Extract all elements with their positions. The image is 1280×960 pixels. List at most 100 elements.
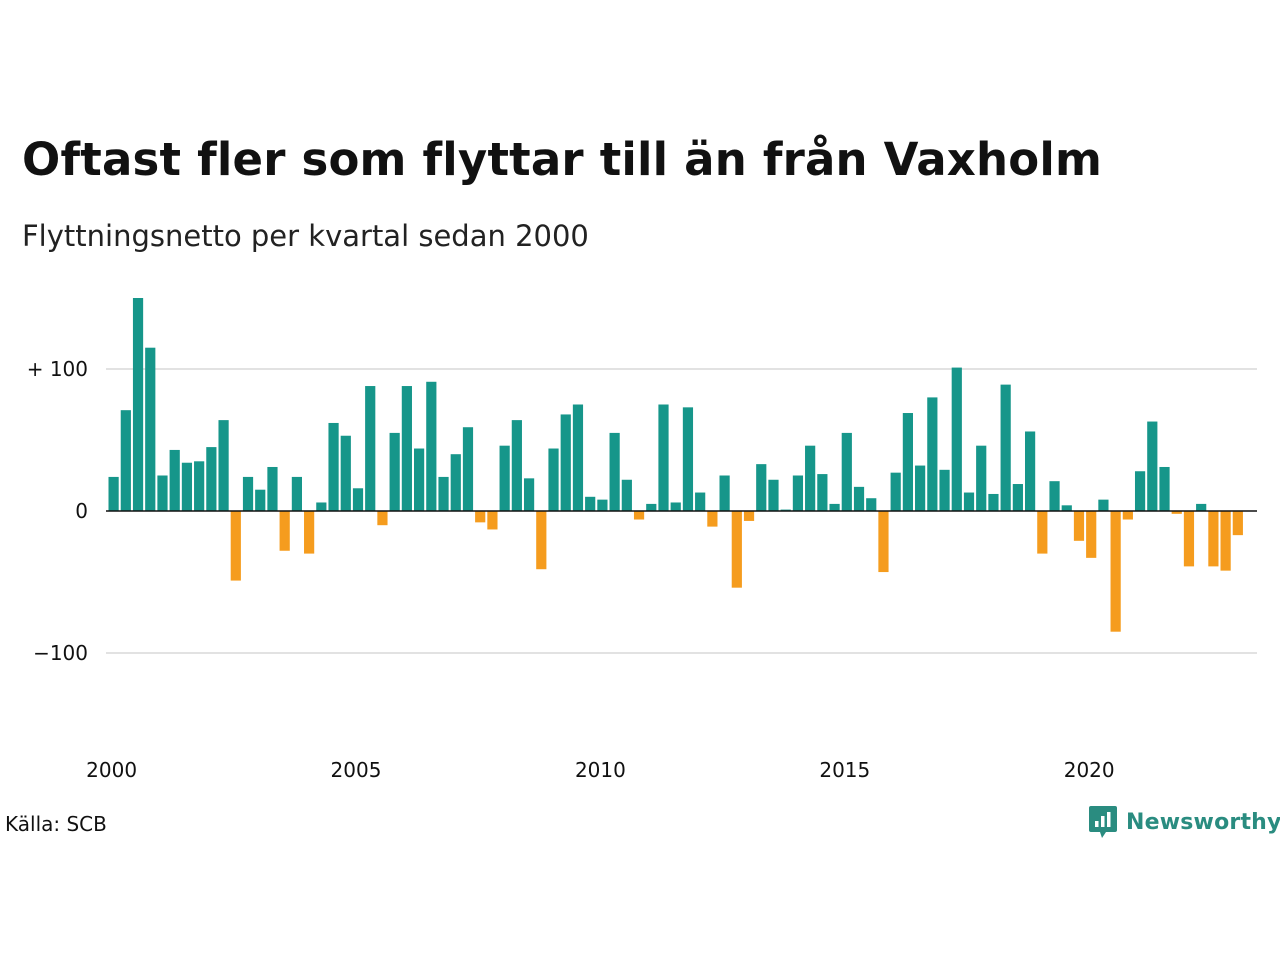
bar <box>743 511 755 521</box>
bar <box>658 404 669 511</box>
bar <box>230 511 241 581</box>
bar <box>157 475 168 511</box>
bar <box>768 479 779 511</box>
bar <box>316 502 327 511</box>
bar <box>633 511 645 520</box>
bar <box>414 448 425 511</box>
bar <box>829 503 840 511</box>
y-tick-label: −100 <box>33 641 88 665</box>
bar <box>401 386 412 511</box>
grid-lines <box>106 368 1257 654</box>
bar <box>1183 511 1195 567</box>
bars <box>108 298 1243 632</box>
bar <box>1073 511 1085 541</box>
bar <box>597 499 608 511</box>
bar <box>878 511 889 573</box>
bar <box>352 488 364 511</box>
bar <box>328 422 339 511</box>
bar <box>304 511 315 554</box>
chart-subtitle: Flyttningsnetto per kvartal sedan 2000 <box>22 219 589 253</box>
bar <box>1220 511 1231 571</box>
bar <box>462 427 474 511</box>
bar <box>915 465 926 511</box>
bar <box>609 432 620 511</box>
source-note: Källa: SCB <box>5 812 107 836</box>
bar <box>511 420 522 511</box>
bar <box>340 435 351 511</box>
bar <box>939 469 950 511</box>
bar <box>1196 503 1207 511</box>
brand-name: Newsworthy <box>1126 809 1280 835</box>
bar <box>242 476 254 511</box>
x-tick-label: 2010 <box>575 758 626 782</box>
bar <box>218 420 229 511</box>
x-axis-labels: 2000 2005 2010 2015 2020 <box>86 758 1115 782</box>
bar <box>120 410 131 511</box>
bar <box>279 511 290 551</box>
bar <box>255 489 266 511</box>
x-tick-label: 2015 <box>819 758 870 782</box>
bar <box>902 413 913 511</box>
bar <box>670 502 681 511</box>
bar <box>206 447 217 511</box>
bar <box>291 476 302 511</box>
bar <box>890 472 901 511</box>
bar <box>487 511 498 530</box>
bar <box>731 511 742 588</box>
bar <box>1000 384 1011 511</box>
bar <box>426 381 437 511</box>
bar <box>1110 511 1121 632</box>
bar <box>841 432 852 511</box>
bar <box>853 486 865 511</box>
bar <box>805 445 816 511</box>
bar <box>1098 499 1109 511</box>
bar <box>572 404 584 511</box>
bar <box>145 347 156 511</box>
bar <box>792 475 804 511</box>
x-tick-label: 2005 <box>331 758 382 782</box>
bar <box>194 461 205 511</box>
bar <box>181 462 193 511</box>
bar-chart: + 100 0 −100 2000 2005 2010 2015 2020 <box>27 298 1257 782</box>
bar <box>1061 505 1072 511</box>
bar <box>475 511 486 523</box>
bar <box>1159 466 1170 511</box>
bar <box>267 466 278 511</box>
bar <box>927 397 938 511</box>
brand: Newsworthy <box>1088 804 1280 840</box>
bar <box>108 476 119 511</box>
bar <box>1122 511 1133 520</box>
bar <box>951 367 962 511</box>
bar <box>1086 511 1097 558</box>
bar <box>988 493 999 511</box>
x-tick-label: 2000 <box>86 758 137 782</box>
bar <box>1232 511 1243 536</box>
bar <box>548 448 559 511</box>
bar <box>585 496 596 511</box>
bar <box>1012 484 1023 511</box>
bar <box>646 503 657 511</box>
bar <box>1025 431 1036 511</box>
bar <box>377 511 388 526</box>
bar <box>695 492 706 511</box>
y-tick-label: + 100 <box>27 357 88 381</box>
bar <box>756 464 767 511</box>
bar <box>1208 511 1219 567</box>
bar <box>523 478 535 511</box>
bar <box>499 445 510 511</box>
bar <box>389 432 400 511</box>
bar <box>1037 511 1048 554</box>
bar <box>365 386 376 511</box>
bar <box>682 407 694 511</box>
bar <box>719 475 730 511</box>
bar <box>1171 511 1182 514</box>
bar <box>866 498 877 511</box>
bar <box>132 298 144 511</box>
x-tick-label: 2020 <box>1064 758 1115 782</box>
bar <box>450 454 461 511</box>
bar <box>1049 481 1060 511</box>
y-tick-label: 0 <box>75 499 88 523</box>
bar <box>976 445 987 511</box>
bar <box>560 414 571 511</box>
bar <box>1134 471 1146 511</box>
